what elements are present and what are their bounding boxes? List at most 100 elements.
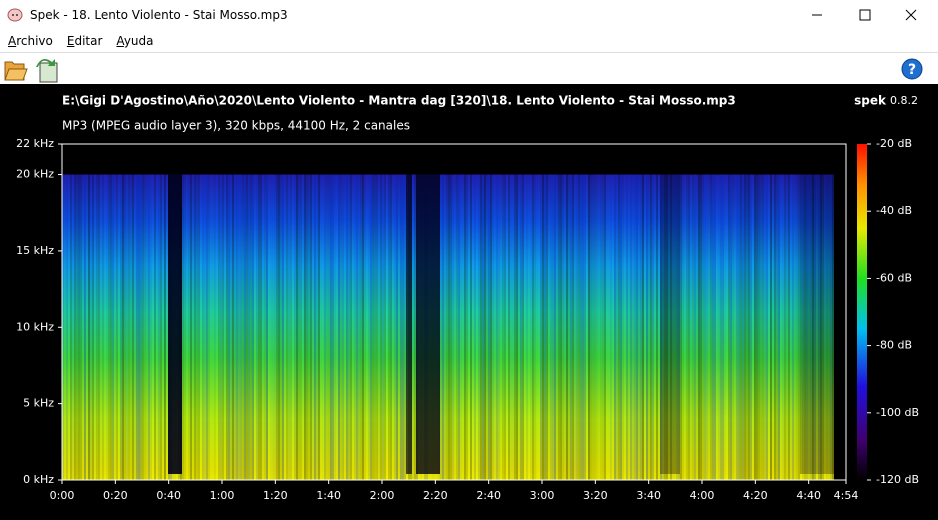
- menu-item[interactable]: Ayuda: [116, 34, 154, 48]
- spectrum-texture: [374, 174, 376, 480]
- spectrum-texture: [496, 174, 498, 480]
- spectrum-texture: [396, 174, 398, 480]
- spectrum-texture: [596, 174, 598, 480]
- spectrum-texture: [712, 174, 714, 480]
- spectrum-texture: [746, 174, 748, 480]
- spectrum-texture: [158, 174, 160, 480]
- spectrum-texture: [376, 174, 378, 480]
- spectrum-texture: [220, 174, 222, 480]
- spectrum-texture: [484, 174, 486, 480]
- spectrum-texture: [366, 175, 368, 480]
- x-tick-label: 3:20: [583, 489, 608, 502]
- spectrum-texture: [316, 174, 318, 480]
- spectrum-texture: [724, 174, 726, 480]
- menu-item[interactable]: Archivo: [8, 34, 53, 48]
- spectrum-texture: [228, 174, 230, 480]
- close[interactable]: [905, 9, 917, 21]
- spectrum-texture: [266, 174, 268, 480]
- spectrum-texture: [614, 174, 616, 480]
- spectrum-texture: [270, 174, 272, 480]
- spectrum-texture: [764, 174, 766, 480]
- frame: [61, 143, 847, 481]
- spectrum-texture: [658, 174, 660, 480]
- spectrum-texture: [518, 174, 520, 480]
- spectrum-texture: [526, 174, 528, 480]
- spectrum-texture: [80, 174, 82, 480]
- spectrum-texture: [642, 174, 644, 480]
- spectrum-texture: [734, 174, 736, 480]
- open-button[interactable]: [4, 61, 28, 81]
- spectrum-texture: [590, 174, 592, 480]
- spectrum-texture: [328, 174, 330, 480]
- spectrum-texture: [512, 174, 514, 480]
- spectrum-texture: [680, 174, 682, 480]
- help-button[interactable]: ?: [901, 58, 923, 80]
- spectrum-texture: [698, 174, 700, 480]
- spectrum-texture: [274, 174, 276, 480]
- x-tick-label: 1:40: [316, 489, 341, 502]
- spectrum-texture: [118, 175, 120, 480]
- spectrum-texture: [726, 175, 728, 480]
- spectrum-texture: [612, 175, 614, 480]
- help-glyph: ?: [908, 62, 916, 78]
- spectrum-texture: [242, 174, 244, 480]
- spectrum-texture: [528, 175, 530, 480]
- quiet-section: [800, 174, 834, 474]
- spectrum-texture: [370, 174, 372, 480]
- spectrum-texture: [188, 174, 190, 480]
- x-tick-label: 4:20: [743, 489, 768, 502]
- app-version: 0.8.2: [890, 94, 918, 107]
- spectrum-texture: [128, 174, 130, 480]
- spectrum-texture: [84, 174, 86, 480]
- spectrum-texture: [516, 174, 518, 480]
- spectrum-texture: [156, 175, 158, 480]
- spectrum-texture: [706, 174, 708, 480]
- spectrum-texture: [564, 174, 566, 480]
- x-tick-label: 0:40: [156, 489, 181, 502]
- spectrum-texture: [362, 174, 364, 480]
- window-controls[interactable]: [798, 0, 938, 30]
- spectrum-texture: [62, 174, 64, 480]
- spectrum-texture: [294, 174, 296, 480]
- spectrum-texture: [384, 174, 386, 480]
- menu-item[interactable]: Editar: [66, 34, 103, 48]
- quiet-section: [416, 174, 440, 474]
- spectrum-texture: [774, 174, 776, 480]
- spectrum-texture: [594, 174, 596, 480]
- x-tick-label: 2:20: [423, 489, 448, 502]
- spectrum-texture: [222, 174, 224, 480]
- spectrum-texture: [442, 174, 444, 480]
- reload-button[interactable]: [36, 58, 58, 83]
- colorbar-tick-label: -40 dB: [876, 204, 912, 217]
- spectrum-texture: [412, 174, 414, 480]
- x-tick-label: 1:00: [210, 489, 235, 502]
- spectrum-texture: [752, 175, 754, 480]
- spectrum-texture: [344, 174, 346, 480]
- spectrum-texture: [446, 174, 448, 480]
- maximize[interactable]: [859, 9, 871, 21]
- spectrum-texture: [784, 174, 786, 480]
- spectrum-texture: [272, 174, 274, 480]
- spectrum-texture: [832, 174, 834, 480]
- spectrum-texture: [248, 174, 250, 480]
- spectrum-texture: [748, 174, 750, 480]
- spectrum-texture: [106, 174, 108, 480]
- spectrum-texture: [86, 174, 88, 480]
- spectrum-texture: [640, 174, 642, 480]
- spectrum-texture: [548, 174, 550, 480]
- spectrum-texture: [404, 174, 406, 480]
- spectrum-texture: [830, 174, 832, 480]
- spectrum-texture: [322, 174, 324, 480]
- x-tick-label: 0:20: [103, 489, 128, 502]
- spectrum-texture: [462, 175, 464, 480]
- x-tick-label: 4:00: [690, 489, 715, 502]
- spectrum-texture: [298, 174, 300, 480]
- spectrum-texture: [204, 174, 206, 480]
- spectrum-texture: [218, 174, 220, 480]
- spectrum-texture: [292, 175, 294, 480]
- spectrum-texture: [520, 174, 522, 480]
- spectrum-texture: [670, 174, 672, 480]
- spectrum-texture: [284, 175, 286, 480]
- spectrum-texture: [592, 174, 594, 480]
- spectrogram: [61, 143, 847, 481]
